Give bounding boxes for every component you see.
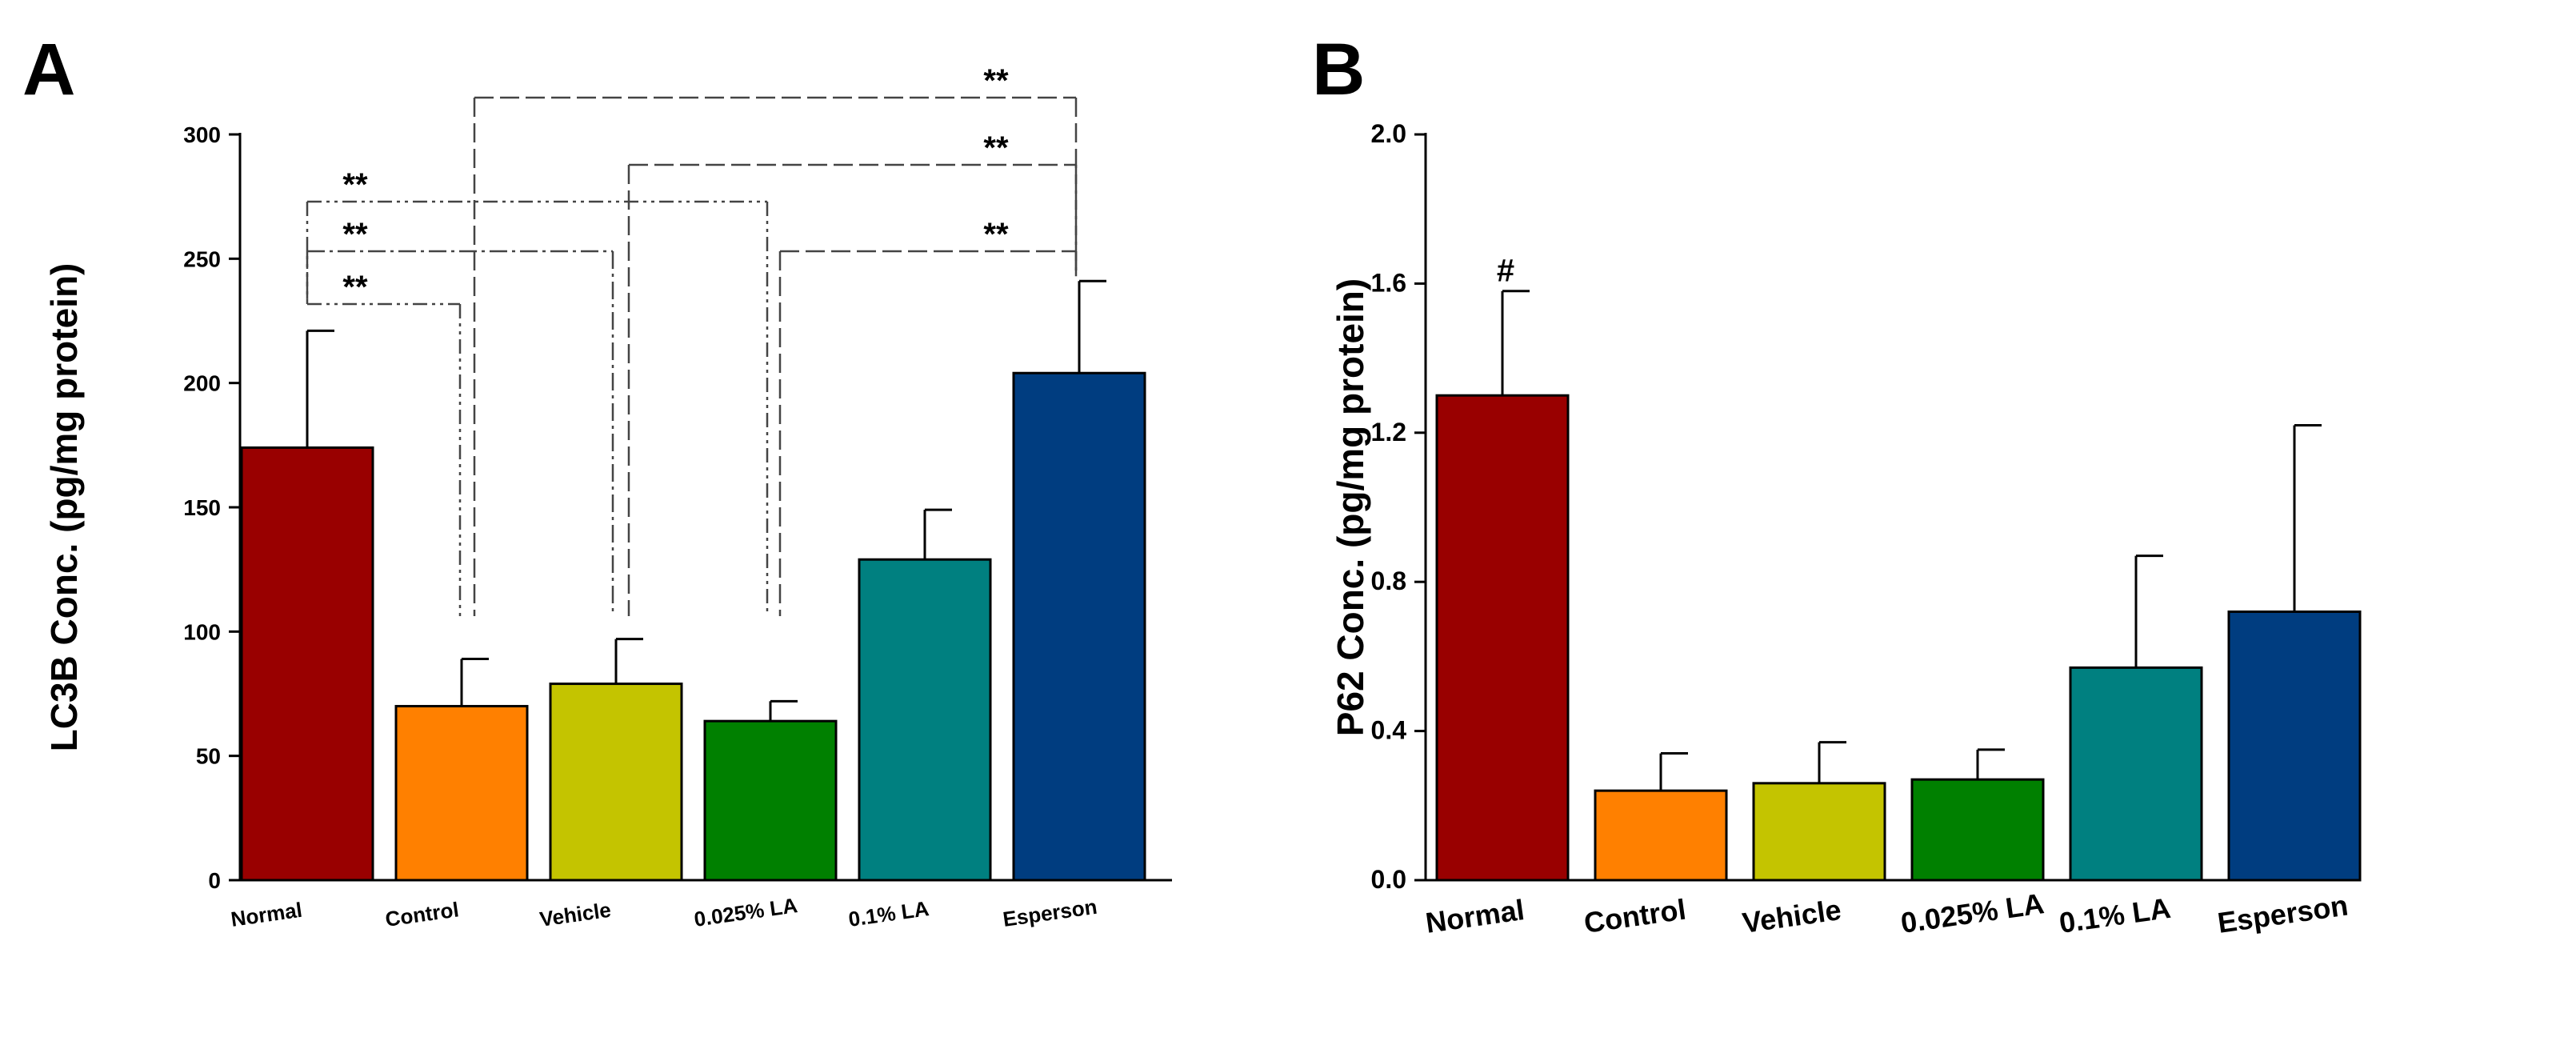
panel-a-bar-5 <box>1012 371 1146 882</box>
panel-a-bar-2 <box>549 683 683 882</box>
panel-b-y-axis-title: P62 Conc. (pg/mg protein) <box>1330 278 1371 736</box>
panel-a-y-tick-label-4: 200 <box>183 371 221 396</box>
panel-a-bar-4 <box>858 558 992 882</box>
panel-b-bar-2 <box>1752 782 1886 882</box>
panel-a-y-tick-label-5: 250 <box>183 246 221 271</box>
panel-a-x-tick-label-1: Control <box>384 897 461 931</box>
panel-b-bar-1 <box>1594 789 1728 882</box>
panel-a-x-tick-label-4: 0.1% LA <box>847 896 931 931</box>
panel-a-bar-3 <box>703 719 838 882</box>
panel-b-bar-3 <box>1910 778 2045 882</box>
panel-a-sig-label-5: ** <box>983 63 1009 98</box>
panel-b-annotation-0: # <box>1497 254 1514 289</box>
panel-b-x-tick-label-2: Vehicle <box>1740 893 1843 939</box>
panel-a-y-tick-label-3: 150 <box>183 495 221 520</box>
panel-a-sig-label-0: ** <box>342 270 368 305</box>
panel-a-sig-label-4: ** <box>983 130 1009 166</box>
panel-a-x-tick-label-0: Normal <box>230 898 304 931</box>
panel-b-x-tick-label-0: Normal <box>1423 893 1526 939</box>
panel-b-y-tick-label-2: 0.8 <box>1371 567 1406 595</box>
panel-b-y-tick-label-4: 1.6 <box>1371 268 1406 297</box>
panel-label-a: A <box>22 29 75 110</box>
panel-a-y-axis-title: LC3B Conc. (pg/mg protein) <box>43 263 85 752</box>
panel-b-y-tick-label-3: 1.2 <box>1371 418 1406 446</box>
panel-a-x-tick-label-2: Vehicle <box>538 898 613 931</box>
panel-a-bar-1 <box>394 705 529 882</box>
panel-b-x-tick-label-3: 0.025% LA <box>1898 887 2046 939</box>
panel-b-bar-5 <box>2227 610 2362 882</box>
panel-a-y-tick-label-1: 50 <box>196 744 221 769</box>
panel-b-bar-0 <box>1435 394 1570 882</box>
panel-b-bar-4 <box>2069 666 2203 882</box>
panel-b-y-tick-label-1: 0.4 <box>1371 716 1407 745</box>
panel-a-sig-label-3: ** <box>983 217 1009 252</box>
panel-b-x-tick-label-5: Esperson <box>2215 888 2350 939</box>
panel-b-y-tick-label-0: 0.0 <box>1371 865 1406 894</box>
panel-a-x-tick-label-3: 0.025% LA <box>693 893 799 931</box>
panel-a-sig-label-1: ** <box>342 217 368 252</box>
panel-b-x-tick-label-4: 0.1% LA <box>2057 891 2172 939</box>
panel-a-y-tick-label-0: 0 <box>208 868 221 893</box>
panel-label-b: B <box>1312 29 1365 110</box>
panel-a-y-tick-label-6: 300 <box>183 122 221 147</box>
panel-a-sig-label-2: ** <box>342 167 368 202</box>
panel-b-x-tick-label-1: Control <box>1582 893 1687 939</box>
panel-a-bar-0 <box>240 446 374 882</box>
panel-a-x-tick-label-5: Esperson <box>1002 895 1099 931</box>
panel-b-y-tick-label-5: 2.0 <box>1371 119 1406 148</box>
panel-a-y-tick-label-2: 100 <box>183 619 221 644</box>
